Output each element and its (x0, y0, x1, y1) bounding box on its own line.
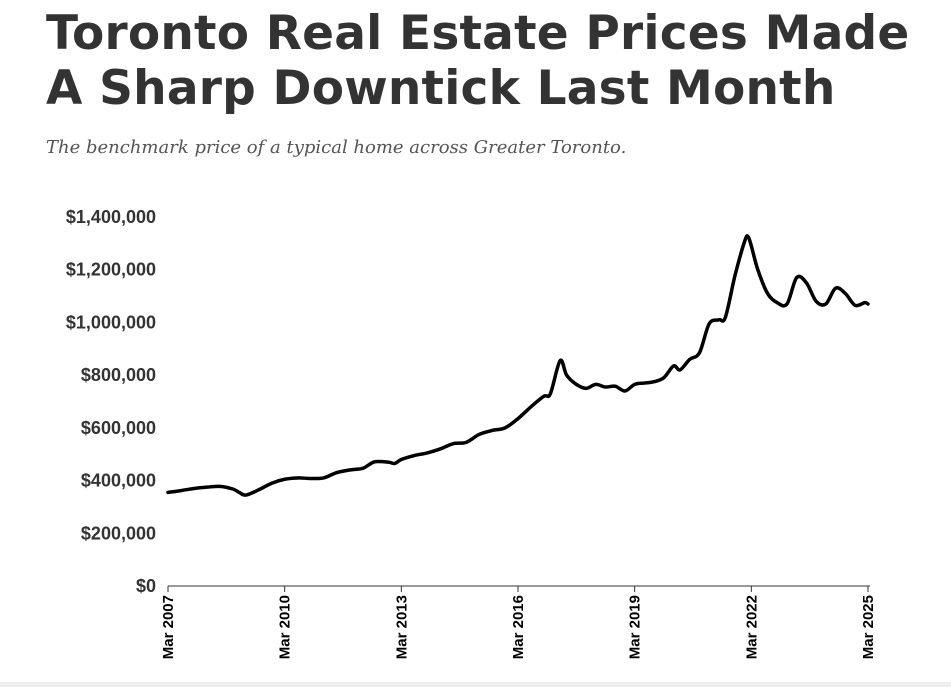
series-line (166, 234, 870, 497)
price-line-chart: $0 $200,000 $400,000 $600,000 $800,000 $1,000… (66, 207, 877, 659)
chart-title: Toronto Real Estate Prices Made A Sharp … (46, 6, 910, 116)
y-tick-label: $400,000 (81, 471, 156, 491)
y-tick-label: $1,000,000 (66, 312, 156, 332)
y-tick-label: $1,200,000 (66, 260, 156, 280)
y-tick-label: $600,000 (81, 418, 156, 438)
x-tick-label: Mar 2007 (160, 595, 177, 659)
x-tick-label: Mar 2022 (743, 595, 760, 659)
chart-subtitle: The benchmark price of a typical home ac… (46, 137, 627, 158)
series-layer (166, 234, 870, 497)
x-tick-label: Mar 2013 (393, 595, 410, 659)
bottom-divider (0, 682, 951, 687)
x-tick-label: Mar 2025 (860, 595, 877, 659)
x-axis: Mar 2007 Mar 2010 Mar 2013 Mar 2016 Mar 2019… (160, 585, 877, 659)
x-tick-label: Mar 2019 (627, 595, 644, 659)
x-tick-label: Mar 2010 (277, 595, 294, 659)
y-tick-label: $800,000 (81, 365, 156, 385)
y-tick-label: $0 (136, 576, 156, 596)
y-axis: $0 $200,000 $400,000 $600,000 $800,000 $1,000… (66, 207, 156, 596)
y-tick-label: $1,400,000 (66, 207, 156, 227)
y-tick-label: $200,000 (81, 523, 156, 543)
x-tick-label: Mar 2016 (510, 595, 527, 659)
